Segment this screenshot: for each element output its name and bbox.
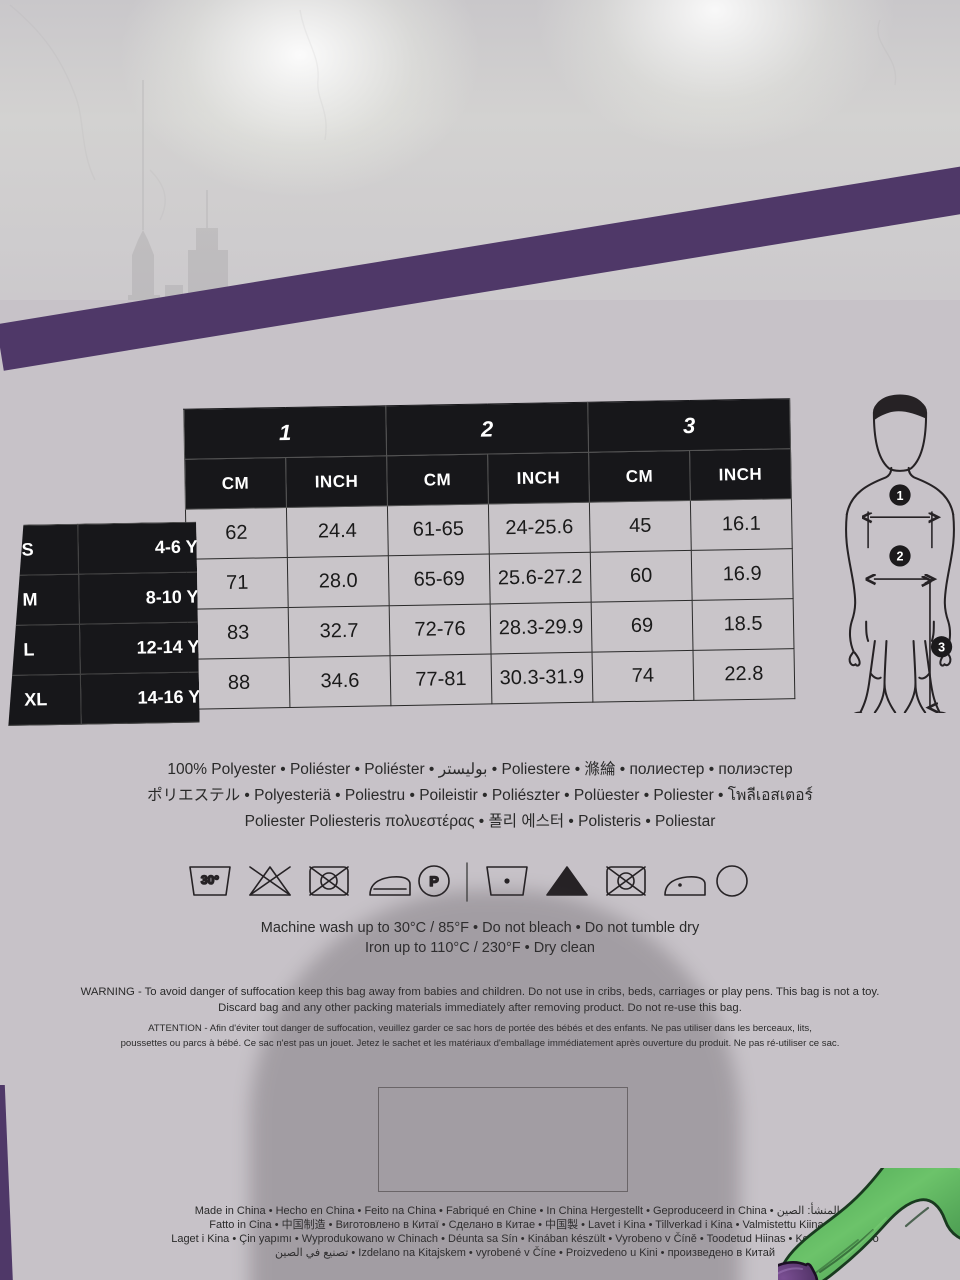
svg-text:1: 1	[897, 489, 904, 503]
svg-text:30°: 30°	[201, 873, 219, 887]
svg-text:2: 2	[897, 550, 904, 564]
svg-text:P: P	[429, 873, 438, 889]
svg-text:3: 3	[938, 641, 945, 655]
